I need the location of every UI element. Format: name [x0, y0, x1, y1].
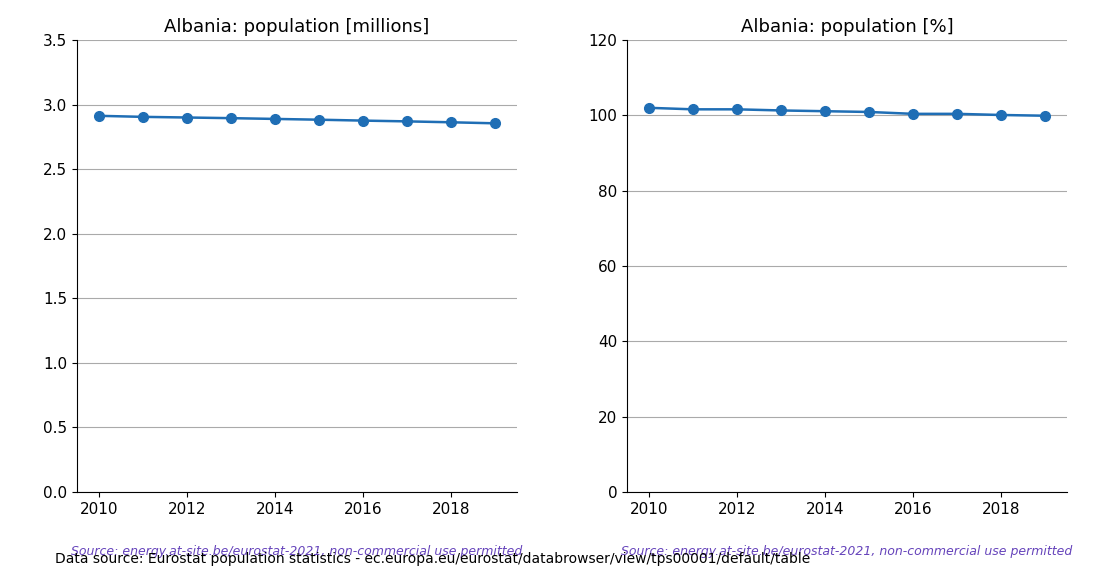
- Text: Source: energy.at-site.be/eurostat-2021, non-commercial use permitted: Source: energy.at-site.be/eurostat-2021,…: [72, 545, 522, 558]
- Text: Source: energy.at-site.be/eurostat-2021, non-commercial use permitted: Source: energy.at-site.be/eurostat-2021,…: [621, 545, 1072, 558]
- Text: Data source: Eurostat population statistics - ec.europa.eu/eurostat/databrowser/: Data source: Eurostat population statist…: [55, 553, 811, 566]
- Title: Albania: population [%]: Albania: population [%]: [740, 18, 954, 35]
- Title: Albania: population [millions]: Albania: population [millions]: [164, 18, 430, 35]
